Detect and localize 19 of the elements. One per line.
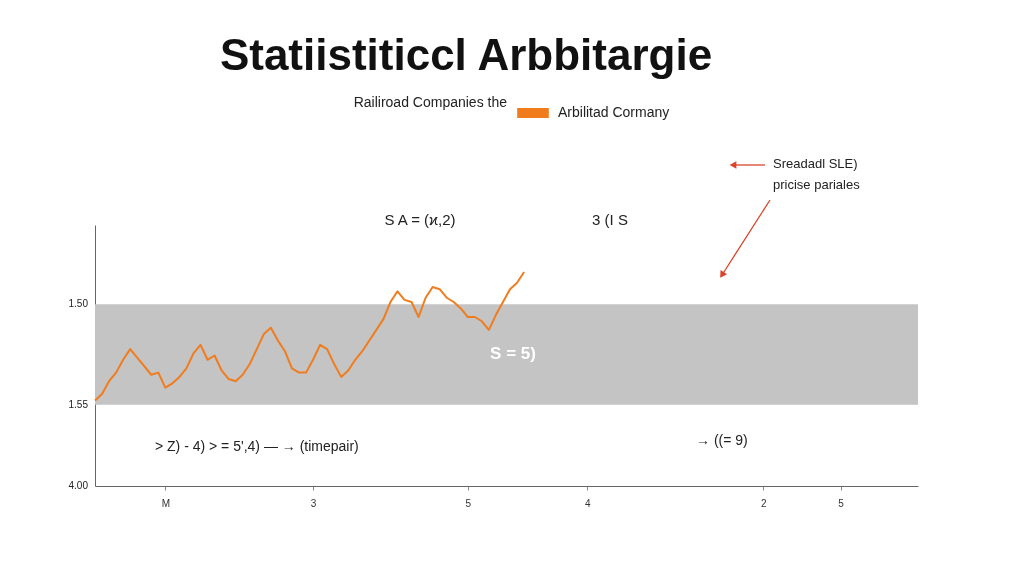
x-tick-label: M [161, 497, 171, 509]
x-tick-label: 2 [760, 497, 767, 509]
chart-subtitle: Railiroad Companies the [353, 94, 508, 110]
x-tick-label: 4 [585, 497, 592, 509]
text: pricise pariales [773, 177, 861, 192]
text: Sreadadl SLE) [773, 156, 858, 171]
chart-title: Statiistiticcl Arbbitargie [219, 30, 713, 79]
text: 3 (I S [592, 211, 628, 228]
annotation: > Z) - 4) > = 5',4) — → (timepair) [155, 438, 359, 454]
legend-label: Arbilitad Cormany [558, 104, 670, 120]
text: S A = (ϰ,2) [384, 211, 456, 228]
band-label: S = 5) [490, 344, 536, 364]
x-tick-label: 5 [838, 497, 845, 509]
x-tick-label: 3 [310, 497, 317, 509]
x-tick-label: 5 [465, 497, 472, 509]
annotation: → ((= 9) [696, 432, 748, 448]
text: 1.55 [68, 399, 89, 410]
text: 1.50 [68, 298, 89, 309]
text: 4.00 [68, 480, 89, 491]
